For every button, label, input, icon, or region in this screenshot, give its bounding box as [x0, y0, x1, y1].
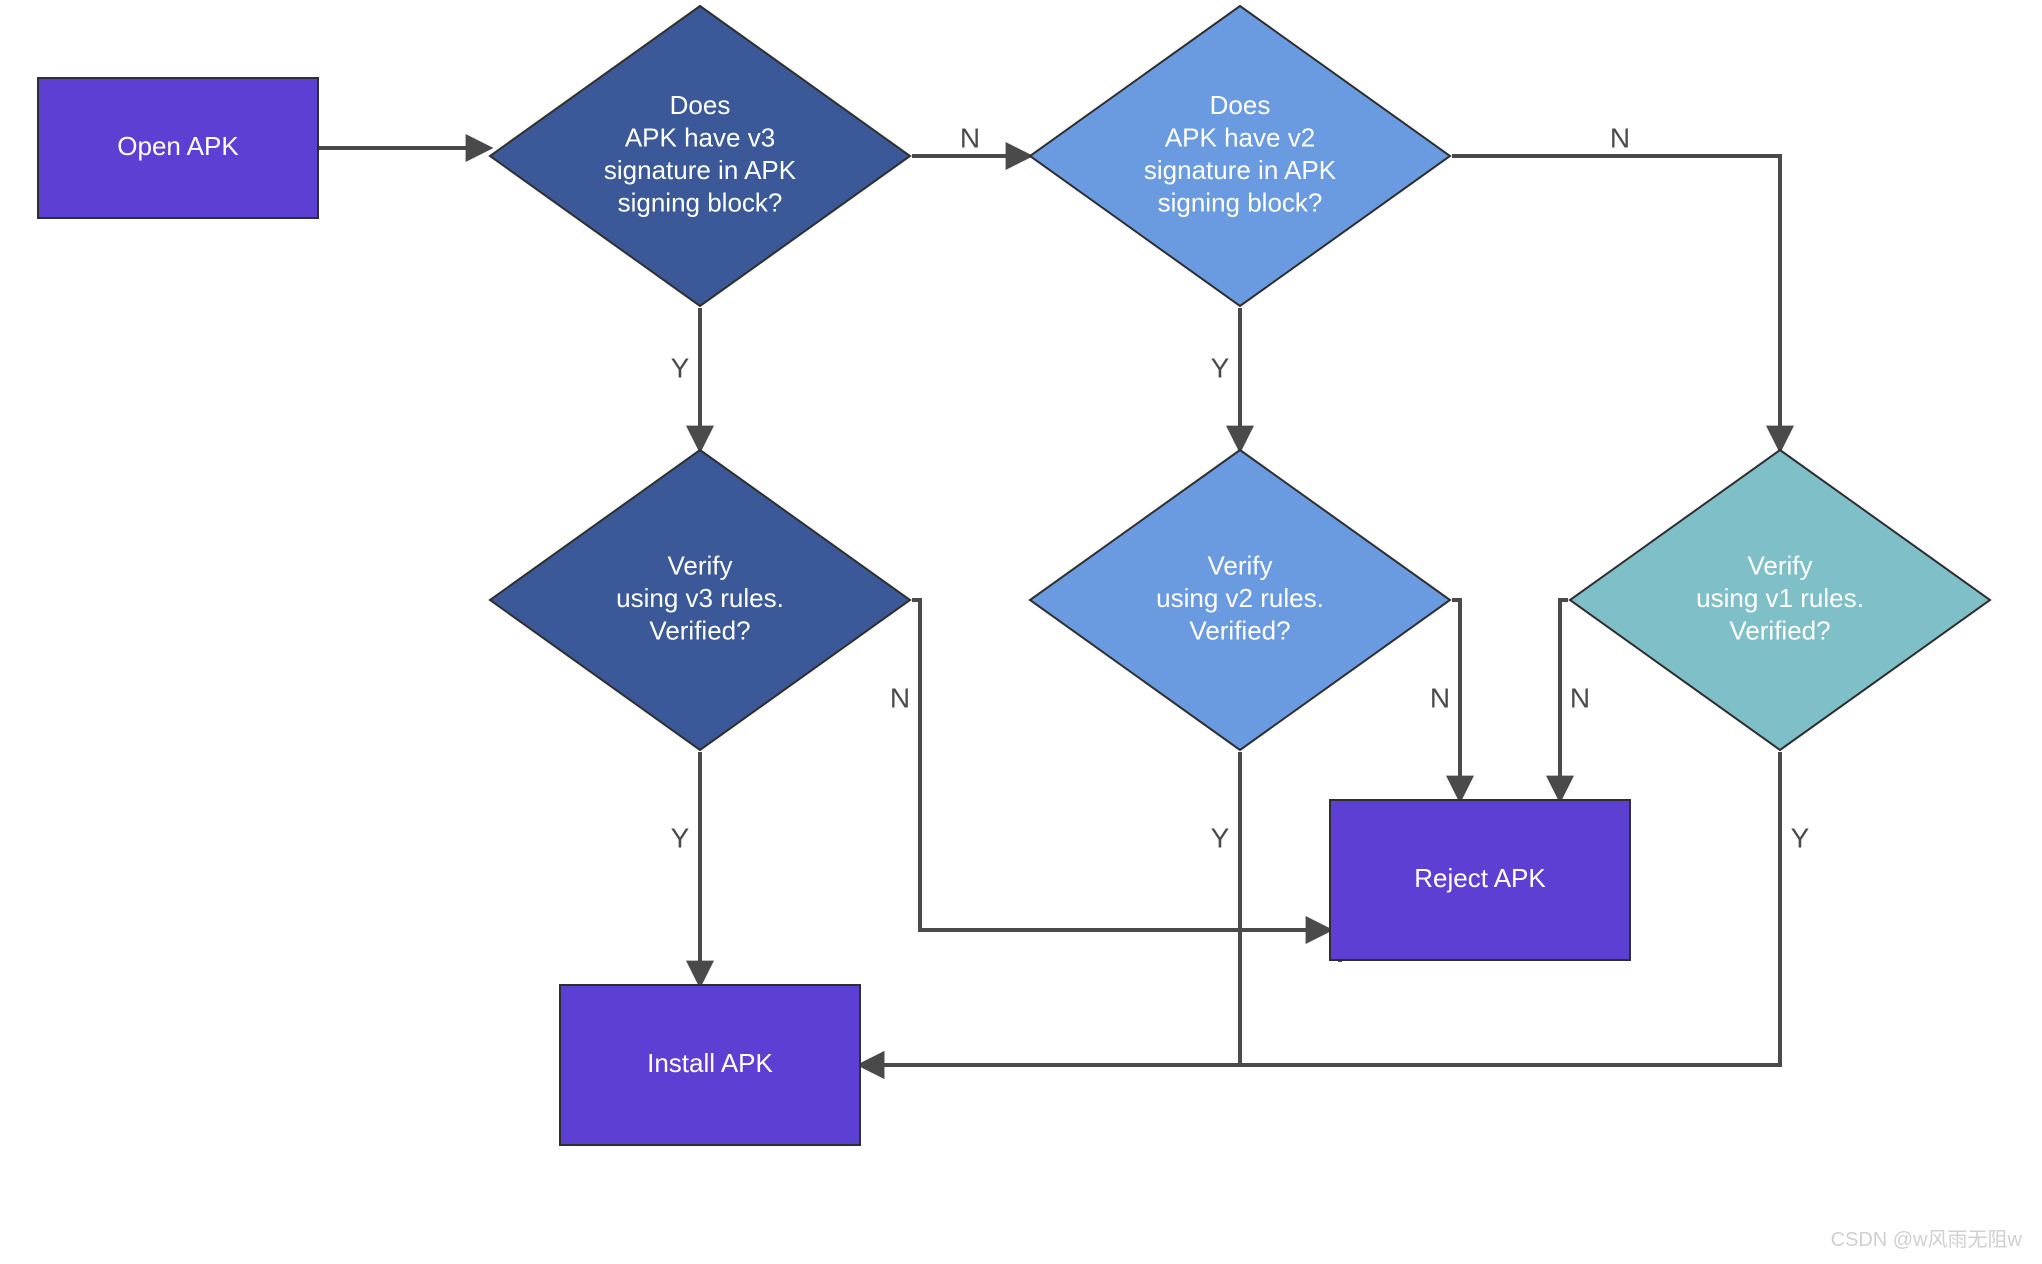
edge-label-hasV2-N-right: N	[1610, 122, 1630, 153]
node-verV1-line0: Verify	[1747, 550, 1812, 580]
watermark: CSDN @w风雨无阻w	[1831, 1228, 2023, 1251]
node-hasV2-line1: APK have v2	[1165, 123, 1315, 153]
node-open-line0: Open APK	[117, 131, 239, 161]
node-verV2-line2: Verified?	[1189, 615, 1290, 645]
node-verV3-line1: using v3 rules.	[616, 583, 784, 613]
node-hasV3: DoesAPK have v3signature in APKsigning b…	[490, 6, 910, 306]
edge-label-verV2-Y-install: Y	[1211, 822, 1230, 853]
node-hasV2: DoesAPK have v2signature in APKsigning b…	[1030, 6, 1450, 306]
node-open: Open APK	[38, 78, 318, 218]
node-hasV3-line0: Does	[670, 90, 731, 120]
edge-verV1-N-reject	[1560, 600, 1568, 798]
node-verV2-line0: Verify	[1207, 550, 1272, 580]
node-hasV2-line3: signing block?	[1158, 188, 1323, 218]
node-hasV3-line2: signature in APK	[604, 155, 797, 185]
node-verV1-line1: using v1 rules.	[1696, 583, 1864, 613]
edge-verV1-Y-install	[862, 752, 1780, 1065]
node-reject-line0: Reject APK	[1414, 863, 1546, 893]
node-verV1: Verifyusing v1 rules.Verified?	[1570, 450, 1990, 750]
edge-label-verV1-N-reject: N	[1570, 682, 1590, 713]
edge-verV2-N-reject	[1452, 600, 1460, 798]
node-hasV3-line1: APK have v3	[625, 123, 775, 153]
node-verV1-line2: Verified?	[1729, 615, 1830, 645]
edge-label-hasV3-Y-verV3: Y	[671, 352, 690, 383]
node-hasV3-line3: signing block?	[618, 188, 783, 218]
edge-label-hasV2-Y-verV2: Y	[1211, 352, 1230, 383]
node-reject: Reject APK	[1330, 800, 1630, 960]
node-verV2-line1: using v2 rules.	[1156, 583, 1324, 613]
edge-label-verV3-Y-install: Y	[671, 822, 690, 853]
edge-hasV2-N-right	[1452, 156, 1780, 448]
node-install-line0: Install APK	[647, 1048, 773, 1078]
node-hasV2-line0: Does	[1210, 90, 1271, 120]
node-install: Install APK	[560, 985, 860, 1145]
edge-label-verV3-N-reject: N	[890, 682, 910, 713]
edge-label-hasV3-N-hasV2: N	[960, 122, 980, 153]
edge-label-verV2-N-reject: N	[1430, 682, 1450, 713]
node-verV3-line2: Verified?	[649, 615, 750, 645]
node-hasV2-line2: signature in APK	[1144, 155, 1337, 185]
nodes-layer: Open APKDoesAPK have v3signature in APKs…	[38, 6, 1990, 1145]
node-verV2: Verifyusing v2 rules.Verified?	[1030, 450, 1450, 750]
node-verV3-line0: Verify	[667, 550, 732, 580]
edge-label-verV1-Y-install: Y	[1791, 822, 1810, 853]
node-verV3: Verifyusing v3 rules.Verified?	[490, 450, 910, 750]
